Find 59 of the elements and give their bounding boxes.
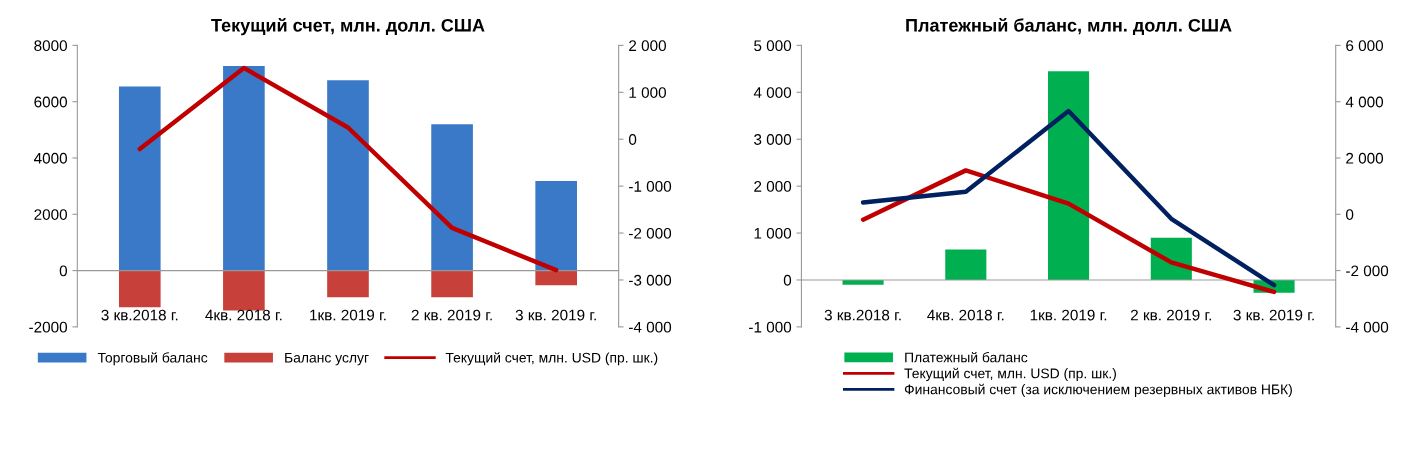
x-tick-label: 1кв. 2019 г. [310, 309, 386, 321]
legend-label: Баланс услуг [285, 352, 369, 366]
y-tick-label: 4 000 [753, 87, 792, 98]
bar [535, 270, 577, 286]
y2-tick-label: 2 000 [629, 40, 666, 52]
line-series [860, 168, 1277, 295]
x-tick-label: 3 кв.2018 г. [101, 309, 178, 321]
x-tick-label: 3 кв. 2019 г. [515, 309, 596, 321]
y-tick-label: 2 000 [754, 181, 792, 192]
y2-tick-label: -3 000 [629, 274, 672, 286]
line-series [860, 108, 1277, 288]
bar [431, 124, 473, 271]
y-tick-label: 0 [783, 274, 792, 286]
chart-title: Текущий счет, млн. долл. США [211, 18, 485, 36]
x-tick-label: 4кв. 2018 г. [205, 309, 282, 321]
y2-tick-label: 0 [1346, 209, 1354, 220]
bar [431, 270, 473, 298]
y2-tick-label: -4 000 [629, 321, 672, 333]
legend-label: Текущий счет, млн. USD (пр. шк.) [904, 367, 1116, 382]
legend-label: Торговый баланс [97, 352, 208, 366]
y-tick-label: 0 [59, 265, 68, 277]
chart-title: Платежный баланс, млн. долл. США [906, 18, 1232, 36]
bar [223, 65, 265, 271]
bar [535, 181, 577, 271]
x-tick-label: 1кв. 2019 г. [1030, 309, 1107, 321]
x-tick-label: 2 кв. 2019 г. [411, 309, 492, 321]
y2-tick-label: 1 000 [629, 87, 666, 98]
bar [118, 270, 161, 308]
y-tick-label: -2000 [29, 321, 68, 333]
bar [327, 80, 369, 271]
bar [223, 270, 265, 311]
y-tick-label: 5 000 [754, 40, 792, 52]
y2-tick-label: 2 000 [1346, 152, 1384, 164]
legend-label: Платежный баланс [905, 351, 1028, 363]
y-tick-label: 3 000 [754, 134, 792, 145]
y2-tick-label: 6 000 [1346, 40, 1384, 52]
bar [327, 270, 369, 298]
y-tick-label: -1 000 [749, 321, 792, 333]
y2-tick-label: 4 000 [1345, 96, 1384, 108]
y2-tick-label: 0 [628, 134, 637, 145]
legend-label: Текущий счет, млн. USD (пр. шк.) [445, 352, 658, 366]
bar [945, 249, 987, 280]
x-tick-label: 4кв. 2018 г. [927, 309, 1004, 321]
y2-tick-label: -2 000 [629, 227, 672, 239]
y-tick-label: 2000 [34, 209, 68, 220]
y2-tick-label: -4 000 [1346, 321, 1389, 333]
y-tick-label: 4000 [33, 152, 68, 164]
y-tick-label: 6000 [34, 96, 68, 108]
y2-tick-label: -2 000 [1346, 265, 1389, 277]
y-tick-label: 8000 [34, 40, 68, 52]
x-tick-label: 3 кв.2018 г. [824, 309, 901, 321]
x-tick-label: 2 кв. 2019 г. [1130, 309, 1212, 321]
legend-label: Финансовый счет (за исключением резервных активов НБК) [904, 383, 1292, 398]
bar [118, 86, 161, 271]
bar [1048, 71, 1090, 280]
line-series [137, 65, 559, 273]
y2-tick-label: -1 000 [629, 181, 672, 192]
x-tick-label: 3 кв. 2019 г. [1233, 309, 1314, 321]
y-tick-label: 1 000 [754, 227, 792, 239]
